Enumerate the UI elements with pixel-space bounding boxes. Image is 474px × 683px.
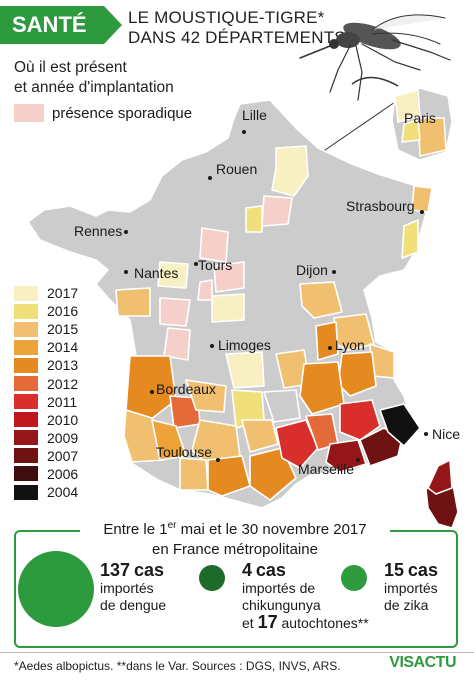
- legend-label-2016: 2016: [47, 303, 79, 320]
- autochthonous-count: 17: [257, 612, 278, 632]
- legend-row-2011: 2011: [14, 393, 78, 411]
- dengue-line-2: de dengue: [100, 597, 167, 613]
- section-badge: SANTÉ: [0, 6, 122, 44]
- city-label-limoges: Limoges: [218, 337, 271, 353]
- zika-stat: 15 cas importés de zika: [384, 560, 438, 614]
- legend-row-2012: 2012: [14, 374, 78, 392]
- subtitle-line-2: et année d'implantation: [14, 79, 174, 96]
- sporadic-legend: présence sporadique: [14, 103, 192, 123]
- dengue-stat: 137 cas importés de dengue: [100, 560, 167, 614]
- legend-label-2009: 2009: [47, 429, 79, 446]
- subtitle-line-1: Où il est présent: [14, 59, 127, 76]
- legend-swatch-2016: [14, 303, 38, 319]
- zika-line-2: de zika: [384, 597, 429, 613]
- legend-row-2013: 2013: [14, 356, 78, 374]
- city-labels: Lille Rouen Strasbourg Rennes Nantes Tou…: [74, 107, 460, 477]
- year-legend: 2017 2016 2015 2014 2013 2012 2011 2010 2009 2007…: [14, 284, 78, 501]
- map-regions: [27, 99, 459, 529]
- footer-divider: [0, 652, 474, 653]
- period-line-2: en France métropolitaine: [152, 541, 318, 558]
- zika-unit: cas: [407, 560, 438, 580]
- legend-row-2015: 2015: [14, 320, 78, 338]
- legend-label-2011: 2011: [47, 393, 78, 410]
- legend-swatch-2017: [14, 285, 38, 301]
- chikungunya-unit: cas: [255, 560, 286, 580]
- legend-label-2007: 2007: [47, 447, 79, 464]
- map-subtitle: Où il est présent et année d'implantatio…: [14, 58, 174, 98]
- zika-count: 15: [384, 560, 405, 580]
- chikungunya-line-2: chikungunya: [242, 597, 321, 613]
- zika-line-1: importés: [384, 580, 438, 596]
- dengue-unit: cas: [133, 560, 164, 580]
- city-label-paris: Paris: [404, 110, 436, 126]
- legend-swatch-2004: [14, 484, 38, 500]
- legend-label-2014: 2014: [47, 339, 79, 356]
- brand-logo: VISACTU: [389, 654, 456, 671]
- city-label-marseille: Marseille: [298, 461, 354, 477]
- legend-swatch-2015: [14, 321, 38, 337]
- city-label-toulouse: Toulouse: [156, 444, 212, 460]
- chikungunya-line-1: importés de: [242, 580, 316, 596]
- period-line-1: Entre le 1er mai et le 30 novembre 2017: [103, 520, 367, 538]
- legend-row-2007: 2007: [14, 447, 78, 465]
- legend-row-2004: 2004: [14, 483, 78, 501]
- chikungunya-bubble: [199, 565, 225, 591]
- legend-swatch-2007: [14, 448, 38, 464]
- legend-label-2010: 2010: [47, 411, 79, 428]
- city-label-nantes: Nantes: [134, 265, 178, 281]
- footer-notes: *Aedes albopictus. **dans le Var. Source…: [14, 659, 341, 673]
- city-label-lyon: Lyon: [335, 337, 365, 353]
- chikungunya-line-3: et 17 autochtones**: [242, 612, 369, 632]
- legend-label-2013: 2013: [47, 357, 79, 374]
- city-label-nice: Nice: [432, 426, 460, 442]
- city-label-rennes: Rennes: [74, 223, 122, 239]
- title-line-1: LE MOUSTIQUE-TIGRE*: [128, 8, 325, 27]
- city-label-tours: Tours: [198, 257, 232, 273]
- legend-row-2014: 2014: [14, 338, 78, 356]
- legend-swatch-2014: [14, 339, 38, 355]
- chikungunya-stat: 4 cas importés de chikungunya et 17 auto…: [242, 560, 369, 632]
- page-title: LE MOUSTIQUE-TIGRE* DANS 42 DÉPARTEMENTS: [128, 8, 346, 48]
- legend-label-2017: 2017: [47, 285, 79, 302]
- sporadic-swatch: [14, 104, 44, 122]
- legend-row-2006: 2006: [14, 465, 78, 483]
- legend-row-2010: 2010: [14, 411, 78, 429]
- legend-label-2006: 2006: [47, 465, 79, 482]
- city-label-dijon: Dijon: [296, 262, 328, 278]
- legend-label-2012: 2012: [47, 375, 79, 392]
- legend-swatch-2006: [14, 466, 38, 482]
- legend-swatch-2012: [14, 376, 38, 392]
- legend-label-2015: 2015: [47, 321, 79, 338]
- chikungunya-count: 4: [242, 560, 253, 580]
- dengue-count: 137: [100, 560, 131, 580]
- cases-period: Entre le 1er mai et le 30 novembre 2017 …: [80, 516, 390, 560]
- city-label-rouen: Rouen: [216, 161, 257, 177]
- mosquito-icon: [299, 14, 451, 101]
- zika-bubble: [341, 565, 367, 591]
- legend-row-2017: 2017: [14, 284, 78, 302]
- city-label-strasbourg: Strasbourg: [346, 198, 414, 214]
- title-line-2: DANS 42 DÉPARTEMENTS: [128, 28, 346, 47]
- legend-label-2004: 2004: [47, 484, 79, 501]
- sporadic-label: présence sporadique: [52, 104, 193, 122]
- legend-swatch-2009: [14, 430, 38, 446]
- dengue-line-1: importés: [100, 580, 154, 596]
- legend-swatch-2010: [14, 412, 38, 428]
- dengue-bubble: [18, 551, 94, 627]
- legend-row-2016: 2016: [14, 302, 78, 320]
- legend-row-2009: 2009: [14, 429, 78, 447]
- legend-swatch-2013: [14, 357, 38, 373]
- city-label-bordeaux: Bordeaux: [156, 381, 216, 397]
- legend-swatch-2011: [14, 394, 38, 410]
- city-label-lille: Lille: [242, 107, 267, 123]
